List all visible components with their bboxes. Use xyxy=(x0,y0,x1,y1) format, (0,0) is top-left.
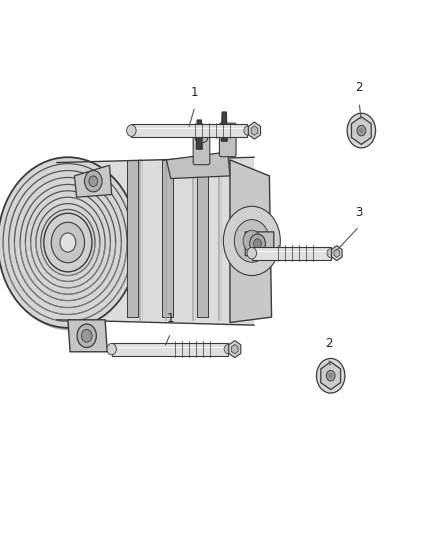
Circle shape xyxy=(44,213,92,272)
Circle shape xyxy=(347,114,375,148)
Text: 1: 1 xyxy=(167,312,175,325)
Polygon shape xyxy=(229,341,241,358)
Polygon shape xyxy=(245,232,274,256)
Circle shape xyxy=(244,126,251,135)
Polygon shape xyxy=(231,344,238,354)
Polygon shape xyxy=(221,112,227,141)
Polygon shape xyxy=(332,246,342,261)
Text: 1: 1 xyxy=(191,86,199,99)
Polygon shape xyxy=(127,160,138,317)
Polygon shape xyxy=(131,124,247,137)
Circle shape xyxy=(234,220,269,262)
Circle shape xyxy=(316,358,345,393)
Circle shape xyxy=(254,239,261,248)
Polygon shape xyxy=(112,343,228,356)
Circle shape xyxy=(51,222,85,263)
Circle shape xyxy=(247,247,257,259)
Polygon shape xyxy=(197,160,208,317)
Ellipse shape xyxy=(222,126,234,135)
FancyBboxPatch shape xyxy=(193,131,210,165)
Circle shape xyxy=(328,373,333,379)
Circle shape xyxy=(223,206,280,276)
Circle shape xyxy=(0,157,138,328)
Polygon shape xyxy=(351,117,371,144)
Circle shape xyxy=(127,125,136,136)
Polygon shape xyxy=(252,247,331,260)
Polygon shape xyxy=(162,160,173,317)
Polygon shape xyxy=(334,249,340,257)
Circle shape xyxy=(60,233,76,252)
Ellipse shape xyxy=(0,160,140,330)
Polygon shape xyxy=(196,120,202,149)
Polygon shape xyxy=(251,126,258,135)
Circle shape xyxy=(326,370,335,381)
Polygon shape xyxy=(248,122,261,139)
Circle shape xyxy=(359,127,364,134)
FancyBboxPatch shape xyxy=(219,123,236,157)
Circle shape xyxy=(224,345,231,353)
Polygon shape xyxy=(68,320,107,352)
Circle shape xyxy=(89,176,98,187)
Circle shape xyxy=(250,234,265,253)
Circle shape xyxy=(85,171,102,192)
Circle shape xyxy=(357,125,366,136)
Polygon shape xyxy=(166,152,230,179)
Polygon shape xyxy=(57,157,254,325)
Text: 2: 2 xyxy=(355,82,363,94)
Circle shape xyxy=(243,230,261,252)
Circle shape xyxy=(77,324,96,348)
Polygon shape xyxy=(321,362,341,390)
Text: 2: 2 xyxy=(325,337,332,350)
Ellipse shape xyxy=(195,134,208,143)
Text: 3: 3 xyxy=(356,206,363,219)
Polygon shape xyxy=(230,160,272,322)
Polygon shape xyxy=(74,165,112,197)
Circle shape xyxy=(81,329,92,342)
Circle shape xyxy=(107,343,117,355)
Circle shape xyxy=(327,249,334,257)
